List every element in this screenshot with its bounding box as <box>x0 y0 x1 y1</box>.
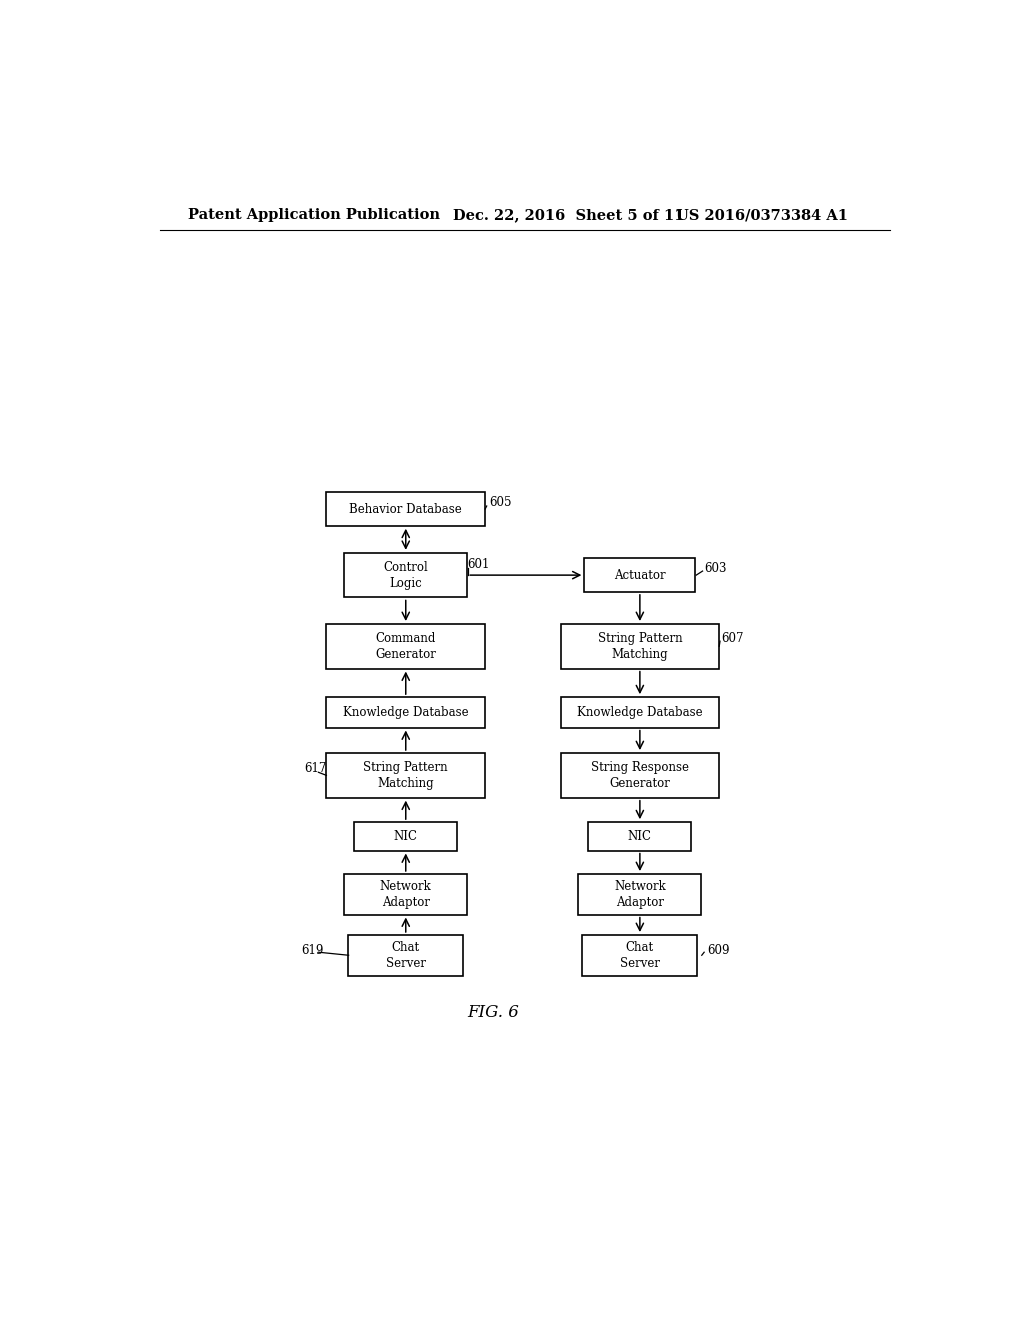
Text: String Response
Generator: String Response Generator <box>591 760 689 789</box>
Bar <box>327 697 485 727</box>
Text: Actuator: Actuator <box>614 569 666 582</box>
Text: Control
Logic: Control Logic <box>383 561 428 590</box>
Text: 607: 607 <box>722 632 744 644</box>
Text: Command
Generator: Command Generator <box>376 632 436 661</box>
Text: US 2016/0373384 A1: US 2016/0373384 A1 <box>676 209 848 222</box>
Bar <box>560 624 719 669</box>
Text: Knowledge Database: Knowledge Database <box>343 706 469 719</box>
Text: 603: 603 <box>705 561 727 574</box>
Text: NIC: NIC <box>628 830 652 843</box>
Bar <box>344 553 467 598</box>
Text: NIC: NIC <box>394 830 418 843</box>
Bar <box>344 874 467 915</box>
Bar <box>588 822 691 850</box>
Text: 605: 605 <box>489 496 512 510</box>
Bar <box>327 624 485 669</box>
Bar <box>327 492 485 525</box>
Bar <box>560 752 719 797</box>
Bar <box>354 822 458 850</box>
Bar <box>327 752 485 797</box>
Text: 609: 609 <box>708 944 730 957</box>
Text: 617: 617 <box>304 762 327 775</box>
Bar <box>579 874 701 915</box>
Text: Chat
Server: Chat Server <box>620 941 659 970</box>
Text: FIG. 6: FIG. 6 <box>467 1003 519 1020</box>
Text: String Pattern
Matching: String Pattern Matching <box>598 632 682 661</box>
Bar <box>348 935 463 975</box>
Bar <box>560 697 719 727</box>
Bar <box>585 558 695 591</box>
Text: Patent Application Publication: Patent Application Publication <box>187 209 439 222</box>
Text: Dec. 22, 2016  Sheet 5 of 11: Dec. 22, 2016 Sheet 5 of 11 <box>454 209 685 222</box>
Text: 619: 619 <box>301 944 324 957</box>
Text: Network
Adaptor: Network Adaptor <box>380 879 432 908</box>
Text: Network
Adaptor: Network Adaptor <box>614 879 666 908</box>
Text: String Pattern
Matching: String Pattern Matching <box>364 760 449 789</box>
Text: Knowledge Database: Knowledge Database <box>578 706 702 719</box>
Bar <box>583 935 697 975</box>
Text: 601: 601 <box>468 558 490 572</box>
Text: Chat
Server: Chat Server <box>386 941 426 970</box>
Text: Behavior Database: Behavior Database <box>349 503 462 516</box>
